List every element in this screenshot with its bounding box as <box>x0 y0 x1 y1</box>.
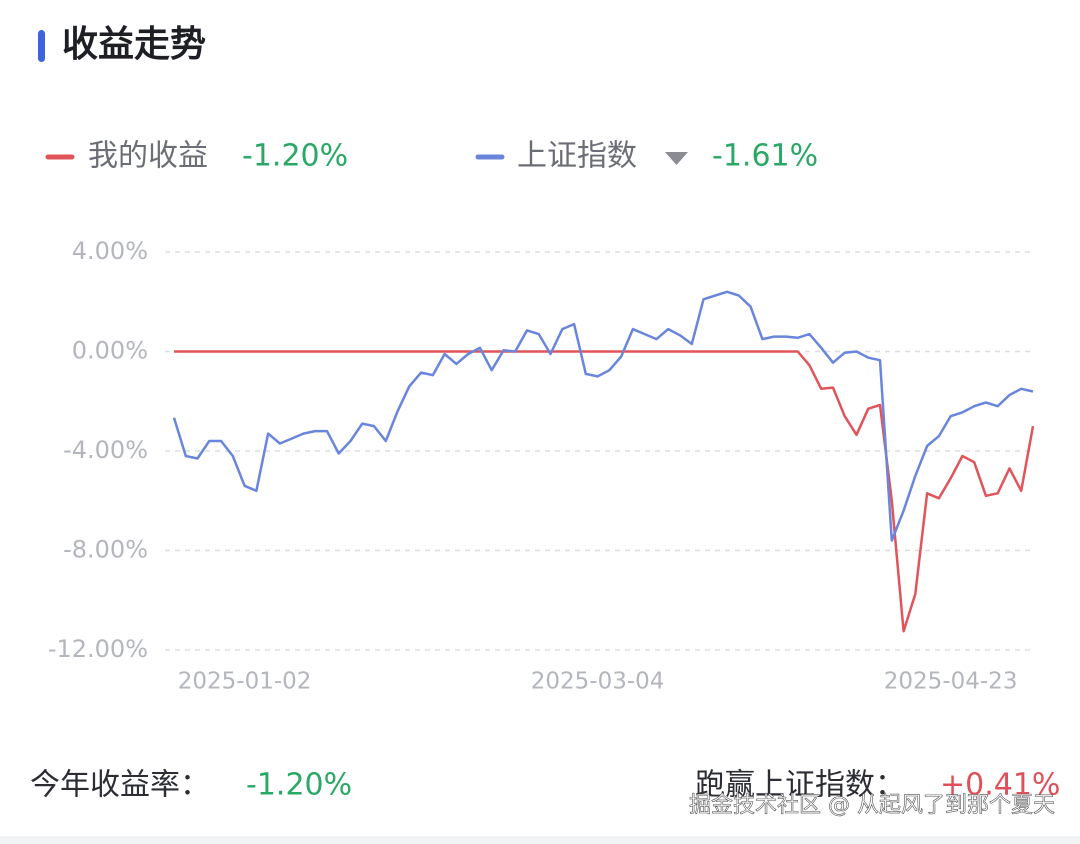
x-tick-label: 2025-03-04 <box>531 669 665 695</box>
y-tick-label: -4.00% <box>63 436 148 464</box>
beat-label: 跑赢上证指数： <box>695 768 905 803</box>
beat-value: +0.41% <box>940 768 1060 803</box>
legend-label: 上证指数 <box>517 139 637 174</box>
legend-value: -1.61% <box>712 139 818 174</box>
series-line <box>174 350 1035 633</box>
x-tick-label: 2025-01-02 <box>178 669 312 695</box>
chart-title: 收益走势 <box>62 24 206 65</box>
y-tick-label: -12.00% <box>48 635 148 663</box>
ytd-value: -1.20% <box>246 768 352 803</box>
dropdown-arrow[interactable] <box>665 152 688 165</box>
ytd-label: 今年收益率： <box>30 768 210 803</box>
legend-value: -1.20% <box>242 139 348 174</box>
y-tick-label: 4.00% <box>72 237 148 265</box>
legend-label: 我的收益 <box>88 139 208 174</box>
y-tick-label: 0.00% <box>72 337 148 365</box>
y-tick-label: -8.00% <box>63 536 148 564</box>
x-tick-label: 2025-04-23 <box>884 669 1018 695</box>
series-line <box>172 290 1034 542</box>
bottom-strip <box>0 836 1080 844</box>
title-accent <box>38 30 45 62</box>
watermark: 掘金技术社区 @ 从起风了到那个夏天 <box>689 793 1055 818</box>
